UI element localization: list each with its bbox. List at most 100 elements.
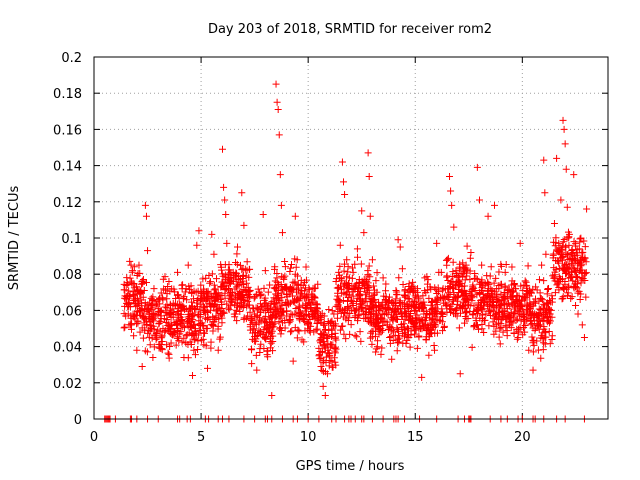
- data-point: [553, 281, 561, 289]
- data-point: [126, 257, 134, 265]
- data-point: [406, 288, 414, 296]
- data-point: [486, 311, 494, 319]
- data-point: [567, 294, 575, 302]
- data-point: [144, 305, 152, 313]
- data-point: [545, 285, 553, 293]
- data-point: [575, 245, 583, 253]
- data-point: [491, 304, 499, 312]
- data-point: [511, 280, 519, 288]
- data-point: [366, 212, 374, 220]
- data-point: [370, 282, 378, 290]
- data-point: [248, 346, 256, 354]
- data-point: [178, 338, 186, 346]
- data-point: [536, 289, 544, 297]
- data-point: [162, 319, 170, 327]
- data-point: [180, 334, 188, 342]
- data-point: [190, 346, 198, 354]
- data-point: [181, 288, 189, 296]
- data-point: [583, 205, 591, 213]
- data-point: [529, 348, 537, 356]
- data-point: [264, 324, 272, 332]
- data-point: [423, 310, 431, 318]
- data-point: [461, 319, 469, 327]
- data-point: [232, 306, 240, 314]
- data-point: [498, 316, 506, 324]
- data-point: [345, 304, 353, 312]
- data-point: [345, 274, 353, 282]
- data-point: [411, 330, 419, 338]
- data-point: [460, 291, 468, 299]
- data-point: [233, 270, 241, 278]
- data-point: [201, 314, 209, 322]
- data-point: [418, 316, 426, 324]
- data-point: [200, 341, 208, 349]
- data-point: [401, 292, 409, 300]
- data-point: [211, 301, 219, 309]
- data-point: [319, 331, 327, 339]
- data-point: [449, 268, 457, 276]
- data-point: [248, 360, 256, 368]
- data-point: [182, 305, 190, 313]
- data-point: [413, 311, 421, 319]
- data-point: [252, 351, 260, 359]
- data-point: [219, 272, 227, 280]
- data-point: [252, 304, 260, 312]
- data-point: [328, 325, 336, 333]
- data-point: [240, 285, 248, 293]
- data-point: [478, 284, 486, 292]
- data-point: [459, 259, 467, 267]
- data-point: [421, 287, 429, 295]
- data-point: [531, 295, 539, 303]
- data-point: [268, 391, 276, 399]
- data-point: [247, 316, 255, 324]
- data-point: [273, 294, 281, 302]
- data-point: [571, 280, 579, 288]
- data-point: [374, 315, 382, 323]
- data-point: [444, 293, 452, 301]
- data-point: [392, 286, 400, 294]
- data-point: [196, 311, 204, 319]
- data-point: [280, 307, 288, 315]
- data-point: [441, 285, 449, 293]
- data-point: [203, 324, 211, 332]
- data-point: [411, 306, 419, 314]
- data-point: [344, 280, 352, 288]
- data-point: [227, 294, 235, 302]
- data-point: [560, 125, 568, 133]
- data-point: [161, 326, 169, 334]
- plot-frame: [93, 56, 609, 420]
- data-point: [316, 337, 324, 345]
- data-point: [567, 268, 575, 276]
- data-point: [340, 282, 348, 290]
- data-point: [273, 303, 281, 311]
- data-point: [198, 295, 206, 303]
- data-point: [203, 303, 211, 311]
- data-point: [208, 230, 216, 238]
- data-point: [288, 327, 296, 335]
- data-point: [239, 277, 247, 285]
- data-point: [456, 304, 464, 312]
- y-tick-label: 0: [74, 413, 82, 428]
- data-point: [568, 293, 576, 301]
- data-point: [274, 105, 282, 113]
- data-point: [144, 329, 152, 337]
- data-point: [305, 310, 313, 318]
- data-point: [344, 297, 352, 305]
- data-point: [307, 304, 315, 312]
- data-point: [438, 318, 446, 326]
- data-point: [365, 172, 373, 180]
- data-point: [550, 264, 558, 272]
- data-point: [257, 340, 265, 348]
- data-point: [221, 196, 229, 204]
- data-point: [139, 275, 147, 283]
- data-point: [484, 278, 492, 286]
- data-point: [342, 335, 350, 343]
- data-point: [540, 339, 548, 347]
- data-point: [480, 329, 488, 337]
- data-point: [169, 328, 177, 336]
- data-point: [472, 317, 480, 325]
- data-point: [473, 291, 481, 299]
- data-point: [577, 234, 585, 242]
- data-point: [166, 343, 174, 351]
- data-point: [396, 243, 404, 251]
